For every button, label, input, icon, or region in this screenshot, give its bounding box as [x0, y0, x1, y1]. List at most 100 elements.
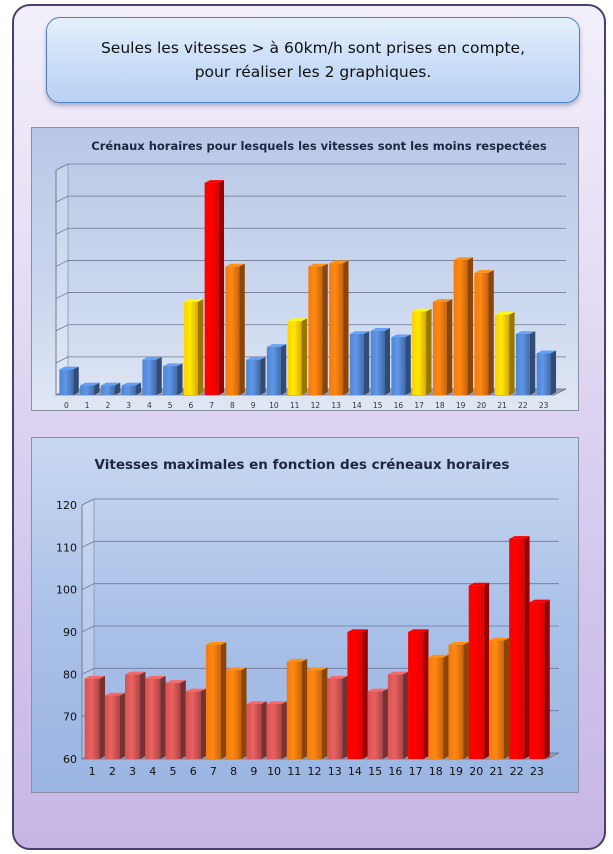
x-tick-label: 14: [352, 401, 362, 410]
bar-top: [84, 675, 106, 679]
bar-top: [163, 363, 183, 367]
bar-front: [308, 266, 323, 395]
x-tick-label: 12: [311, 401, 321, 410]
x-tick-label: 10: [267, 765, 281, 778]
bar-side: [382, 688, 389, 759]
x-tick-label: 15: [368, 765, 382, 778]
x-tick-label: 11: [287, 765, 301, 778]
bar-front: [408, 632, 424, 759]
bar: [205, 642, 227, 759]
bar-side: [524, 536, 530, 759]
bar: [125, 671, 146, 759]
bar-side: [73, 366, 79, 395]
bar-top: [529, 599, 550, 603]
bar: [428, 654, 449, 759]
bar-side: [177, 363, 183, 395]
x-tick-label: 6: [188, 401, 193, 410]
bar-top: [185, 688, 207, 692]
gridline: [55, 195, 566, 203]
x-tick-label: 5: [169, 765, 176, 778]
bar-side: [446, 299, 453, 395]
bar-top: [121, 382, 142, 386]
y-tick-label: 60: [63, 753, 77, 766]
bar: [408, 629, 429, 759]
bar-side: [241, 667, 247, 759]
bar-top: [246, 356, 266, 360]
bar-front: [428, 657, 444, 759]
bar-front: [495, 314, 510, 395]
chart-time-slots-svg: Crénaux horaires pour lesquels les vites…: [55, 139, 567, 410]
x-tick-label: 19: [449, 765, 463, 778]
y-tick-label: 100: [56, 584, 77, 597]
bar-front: [468, 585, 484, 759]
bar-front: [327, 678, 343, 759]
bar: [367, 688, 389, 759]
bar: [80, 382, 100, 395]
bar-front: [84, 678, 100, 759]
bar-side: [280, 344, 287, 395]
bar-front: [370, 330, 385, 395]
chart-title: Crénaux horaires pour lesquels les vites…: [91, 139, 547, 153]
bar-front: [509, 538, 525, 759]
x-tick-label: 16: [388, 765, 402, 778]
bar-top: [408, 629, 429, 632]
bar: [349, 331, 370, 395]
x-tick-label: 8: [230, 401, 235, 410]
y-tick-label: 80: [63, 668, 77, 681]
x-tick-label: 0: [64, 401, 69, 410]
bar-front: [307, 670, 322, 759]
y-tick-label: 70: [63, 711, 77, 724]
bar-side: [363, 331, 370, 395]
bar-front: [183, 301, 198, 395]
bar-front: [205, 644, 221, 759]
x-tick-label: 18: [429, 765, 443, 778]
bar-front: [387, 674, 403, 759]
bar-side: [509, 311, 515, 395]
bar: [266, 701, 287, 759]
x-tick-label: 4: [147, 401, 152, 410]
bar: [347, 629, 368, 759]
x-tick-label: 21: [497, 401, 507, 410]
bar-top: [536, 350, 557, 354]
bar-top: [349, 331, 370, 334]
bar-side: [281, 701, 287, 759]
x-tick-label: 18: [435, 401, 445, 410]
bar: [286, 658, 308, 759]
bar-top: [266, 344, 287, 347]
bar-side: [200, 688, 207, 759]
bar-front: [474, 272, 489, 395]
x-tick-label: 23: [539, 401, 549, 410]
bar-side: [342, 675, 348, 759]
bar-side: [301, 658, 308, 759]
bar-front: [515, 333, 530, 395]
bar-top: [165, 680, 186, 683]
x-tick-label: 9: [251, 401, 256, 410]
x-tick-label: 2: [109, 765, 116, 778]
bar-front: [329, 263, 344, 395]
x-tick-label: 5: [168, 401, 173, 410]
bar-side: [119, 692, 126, 759]
bar-side: [140, 671, 146, 759]
x-tick-label: 8: [230, 765, 237, 778]
x-tick-label: 1: [89, 765, 96, 778]
gridline: [81, 667, 559, 675]
bar-side: [362, 629, 368, 759]
bar: [185, 688, 207, 759]
bar-top: [367, 688, 389, 692]
gridline: [81, 540, 559, 548]
gridline: [55, 324, 566, 332]
bar-top: [205, 642, 227, 645]
bar-top: [142, 356, 162, 360]
bar-side: [322, 263, 328, 395]
bar-top: [287, 318, 308, 322]
bar-side: [384, 328, 391, 395]
bar-side: [503, 637, 510, 759]
bar: [163, 363, 183, 395]
y-tick-label: 120: [56, 499, 77, 512]
bar-side: [156, 356, 162, 395]
x-tick-label: 3: [129, 765, 136, 778]
bar-side: [402, 671, 409, 759]
bar-side: [218, 180, 225, 395]
gridline: [55, 292, 566, 299]
chart-time-slots: Crénaux horaires pour lesquels les vites…: [31, 127, 579, 411]
